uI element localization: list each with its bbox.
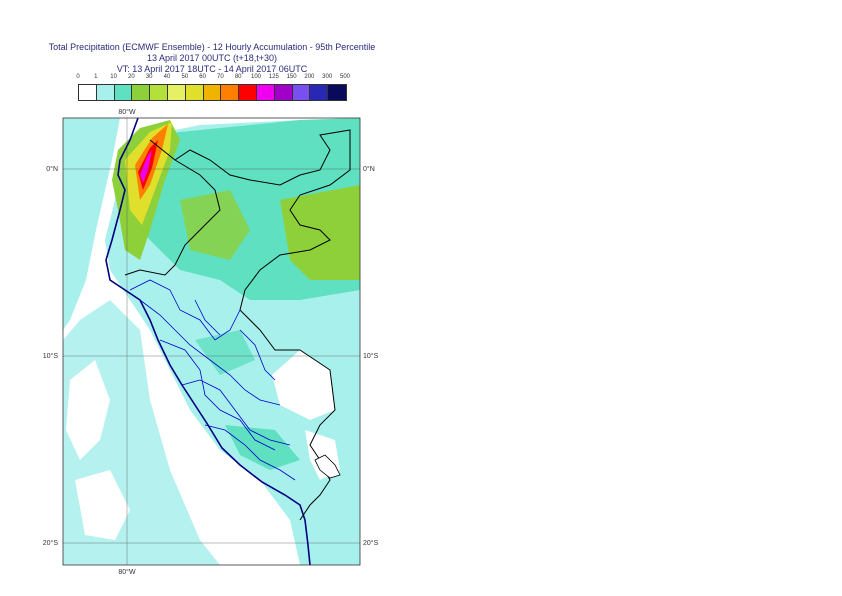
ocean-gap-1	[66, 360, 110, 460]
map-field	[63, 118, 360, 565]
legend-labels: 0 1 10 20 30 40 50 60 70 80 100 125 150 200 300 500	[76, 74, 351, 84]
lat-label-left-20s: 20°S	[43, 539, 59, 547]
ocean-gap-2	[75, 470, 130, 540]
lat-label-right-20s: 20°S	[363, 539, 379, 547]
legend-label: 1	[94, 74, 98, 80]
legend-swatch	[79, 85, 97, 100]
legend-label: 80	[234, 74, 242, 80]
legend-bar	[78, 84, 347, 101]
legend-label: 150	[286, 74, 297, 80]
lat-label-right-0: 0°N	[363, 165, 375, 173]
legend-swatch	[167, 85, 186, 100]
legend-label: 50	[181, 74, 189, 80]
east-green-precip	[280, 185, 360, 280]
legend-swatch	[239, 85, 257, 100]
legend-label: 70	[217, 74, 224, 80]
legend-label: 100	[250, 74, 262, 80]
title-line-1: Total Precipitation (ECMWF Ensemble) - 1…	[48, 42, 376, 52]
legend-swatch	[203, 85, 222, 100]
map-frame	[62, 117, 361, 566]
legend-label: 30	[145, 74, 153, 80]
south-green-precip	[225, 425, 300, 470]
legend-swatch	[132, 85, 151, 100]
title-line-2: 13 April 2017 00UTC (t+18,t+30)	[146, 53, 278, 63]
ocean-band-north	[63, 118, 120, 330]
legend-label: 40	[163, 74, 171, 80]
central-mid-precip	[195, 330, 255, 375]
legend-swatch	[221, 85, 240, 100]
legend-swatch	[310, 85, 329, 100]
coastline	[105, 118, 311, 565]
legend-swatch	[292, 85, 311, 100]
legend-label: 0	[76, 74, 80, 80]
lon-label-top: 80°W	[118, 108, 136, 116]
legend-swatch	[328, 85, 346, 100]
region-borders	[129, 279, 296, 481]
legend-swatch	[96, 85, 115, 100]
central-green-precip	[180, 190, 250, 260]
border-ecuador	[124, 139, 221, 276]
border-colombia-brazil	[174, 129, 351, 351]
legend-label: 200	[304, 74, 315, 80]
lat-label-right-10s: 10°S	[363, 352, 379, 360]
color-legend: 0 1 10 20 30 40 50 60 70 80 100 125 150 200 300 500	[76, 74, 351, 101]
map-titles: Total Precipitation (ECMWF Ensemble) - 1…	[0, 42, 424, 75]
legend-swatch	[274, 85, 293, 100]
legend-swatch	[114, 85, 133, 100]
legend-swatch	[256, 85, 275, 100]
border-bolivia	[299, 349, 336, 521]
legend-swatch	[150, 85, 168, 100]
andes-magenta	[140, 150, 152, 183]
legend-label: 125	[268, 74, 279, 80]
lon-label-bottom: 80°W	[118, 568, 136, 576]
legend-label: 300	[322, 74, 333, 80]
title-line-3: VT: 13 April 2017 18UTC - 14 April 2017 …	[116, 64, 308, 74]
legend-label: 10	[110, 74, 117, 80]
lat-label-left-0: 0°N	[46, 165, 58, 173]
dry-patch-altiplano	[272, 350, 335, 420]
legend-label: 20	[128, 74, 135, 80]
legend-swatch	[185, 85, 204, 100]
legend-label: 500	[339, 74, 351, 80]
lat-label-left-10s: 10°S	[43, 352, 59, 360]
legend-label: 60	[199, 74, 206, 80]
lake-titicaca	[314, 454, 341, 479]
